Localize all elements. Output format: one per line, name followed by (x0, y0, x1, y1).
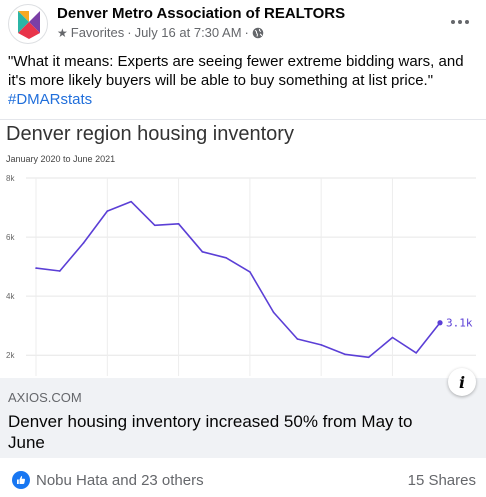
data-point (201, 251, 204, 253)
info-button[interactable]: i (448, 368, 476, 396)
data-point (367, 356, 370, 359)
data-point (272, 311, 275, 314)
chart-title: Denver region housing inventory (6, 123, 294, 145)
link-title[interactable]: Denver housing inventory increased 50% f… (8, 412, 413, 452)
data-point (296, 338, 299, 340)
dmar-logo-icon (18, 11, 40, 39)
link-domain: AXIOS.COM (8, 390, 82, 405)
reactors-text[interactable]: Nobu Hata and 23 others (36, 472, 204, 489)
page-avatar[interactable] (8, 4, 48, 44)
data-point (344, 353, 346, 356)
data-point (58, 270, 61, 272)
data-point (320, 344, 322, 346)
more-dot (458, 20, 462, 24)
hashtag-link[interactable]: #DMARstats (8, 91, 93, 108)
like-icon[interactable] (12, 471, 30, 489)
shares-count[interactable]: 15 Shares (407, 472, 476, 489)
end-value-label: 3.1k (446, 317, 473, 330)
post-date[interactable]: July 16 at 7:30 AM (134, 25, 242, 40)
reactions-bar: Nobu Hata and 23 others 15 Shares (0, 458, 486, 497)
page-name[interactable]: Denver Metro Association of REALTORS (57, 5, 346, 22)
link-preview-card[interactable]: AXIOS.COM Denver housing inventory incre… (0, 378, 486, 458)
data-point (177, 222, 180, 225)
data-point (154, 224, 156, 227)
data-point (130, 200, 132, 203)
post-body: "What it means: Experts are seeing fewer… (8, 53, 464, 89)
more-options-icon (451, 20, 455, 24)
globe-icon (252, 27, 264, 38)
audience-label[interactable]: Favorites (70, 25, 125, 40)
data-point (35, 267, 37, 269)
chart-subtitle: January 2020 to June 2021 (6, 154, 116, 164)
chart-image[interactable]: 2k 4k 6k 8k 3.1k Denver region housing inven… (0, 119, 486, 377)
inventory-series-line (35, 200, 441, 359)
data-point (415, 352, 418, 354)
more-options-button[interactable] (448, 12, 472, 32)
info-icon: i (458, 372, 466, 392)
data-point (82, 242, 85, 244)
meta-separator: · (127, 25, 132, 40)
y-tick-label: 2k (6, 351, 15, 360)
data-point (249, 271, 251, 273)
data-point (225, 256, 227, 259)
data-point (106, 210, 109, 212)
post-header: Denver Metro Association of REALTORS ★ F… (0, 0, 486, 48)
y-tick-label: 6k (6, 233, 15, 242)
thumbs-up-glyph (17, 476, 26, 484)
more-dot (465, 20, 469, 24)
meta-separator-2: · (244, 25, 249, 40)
star-icon: ★ (57, 25, 68, 40)
post-text: "What it means: Experts are seeing fewer… (8, 52, 478, 109)
latest-data-point (437, 320, 443, 326)
data-point (391, 336, 394, 339)
post-meta: ★ Favorites · July 16 at 7:30 AM · (57, 25, 264, 40)
y-tick-label: 8k (6, 174, 15, 183)
y-tick-label: 4k (6, 292, 15, 301)
inventory-line-chart: 2k 4k 6k 8k 3.1k (6, 174, 476, 376)
